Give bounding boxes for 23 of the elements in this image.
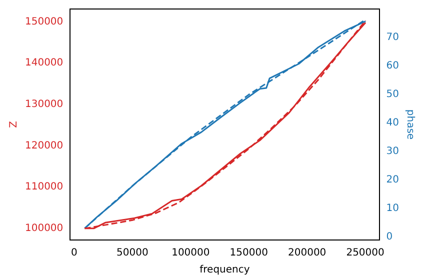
x-tick-label: 150000 <box>230 248 268 259</box>
x-tick-label: 100000 <box>172 248 210 259</box>
y-tick-label: 130000 <box>24 99 64 110</box>
y2-tick-label: 20 <box>386 174 400 186</box>
y2-tick-label: 60 <box>386 60 400 72</box>
y-axis-title: Z <box>8 120 20 128</box>
y2-tick-label: 70 <box>386 32 400 44</box>
y-tick-label: 100000 <box>24 223 64 234</box>
x-axis-title: frequency <box>200 264 250 276</box>
x-tick-label: 200000 <box>288 248 326 259</box>
y2-tick-label: 10 <box>386 203 400 214</box>
y2-tick-label: 30 <box>386 146 400 158</box>
y2-tick-label: 50 <box>386 89 400 100</box>
y2-tick-label: 0 <box>386 232 393 243</box>
y2-tick-label: 40 <box>386 118 400 129</box>
y-tick-label: 110000 <box>24 182 64 193</box>
x-tick-label: 50000 <box>116 248 148 259</box>
y-tick-label: 150000 <box>24 16 64 28</box>
y2-axis-title: phase <box>404 109 416 140</box>
x-tick-label: 0 <box>71 248 78 259</box>
y-tick-label: 120000 <box>24 140 64 152</box>
y-tick-label: 140000 <box>24 58 64 69</box>
x-tick-label: 250000 <box>346 248 384 259</box>
